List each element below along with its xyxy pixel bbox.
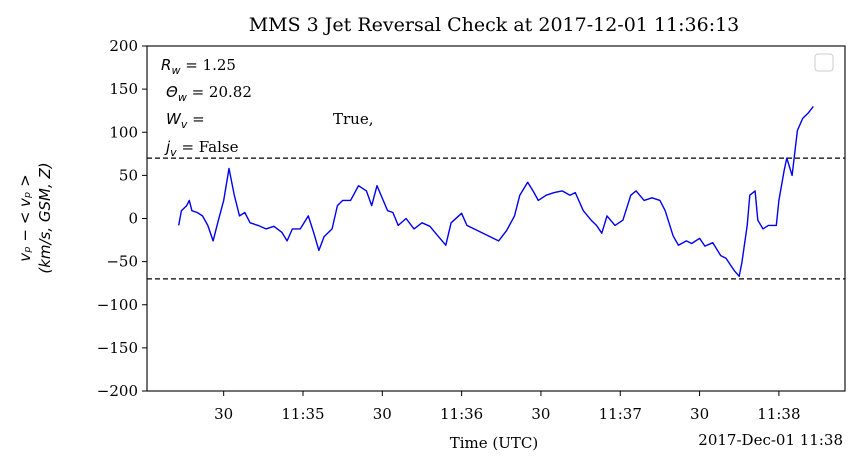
- annotation-text: =: [187, 110, 204, 128]
- x-tick-label: 11:38: [757, 405, 800, 423]
- y-tick-label: 150: [109, 80, 138, 98]
- x-tick-label: 30: [373, 405, 392, 423]
- plot-frame: [146, 45, 846, 392]
- annotation-subscript: v: [181, 118, 188, 131]
- annotation-line: Wv =: [166, 110, 205, 131]
- annotation-text: = False: [177, 138, 239, 156]
- legend-box: [814, 53, 834, 72]
- annotation-symbol: R: [161, 56, 171, 74]
- y-axis-label: vₚ − < vₚ > (km/s, GSM, Z): [16, 162, 54, 273]
- y-tick-label: 200: [109, 37, 138, 55]
- annotation-symbol: Θ: [166, 83, 178, 101]
- annotation-symbol: j: [164, 138, 171, 156]
- annotation-line: Θw = 20.82: [166, 83, 252, 104]
- x-tick-label: 30: [690, 405, 709, 423]
- data-line: [178, 105, 814, 277]
- annotation-text: = 20.82: [187, 83, 252, 101]
- annotation-line: Rw = 1.25: [161, 56, 236, 77]
- y-tick-label: 100: [109, 123, 138, 141]
- x-tick-label: 30: [531, 405, 550, 423]
- y-tick-label: −200: [97, 382, 138, 400]
- y-tick-label: −100: [97, 296, 138, 314]
- y-tick-label: −150: [97, 339, 138, 357]
- y-label-line: (km/s, GSM, Z): [36, 162, 54, 273]
- x-tick-label: 11:36: [440, 405, 483, 423]
- annotation-subscript: w: [171, 64, 180, 77]
- chart-title: MMS 3 Jet Reversal Check at 2017-12-01 1…: [249, 14, 740, 36]
- x-tick-label: 11:37: [599, 405, 642, 423]
- y-label-line: vₚ − < vₚ >: [16, 174, 34, 261]
- annotation-subscript: v: [170, 146, 177, 159]
- y-tick-label: 50: [119, 166, 138, 184]
- annotation-value: True,: [333, 110, 373, 128]
- x-offset-label: 2017-Dec-01 11:38: [698, 431, 843, 449]
- annotation-text: = 1.25: [180, 56, 236, 74]
- annotation-line: jv = False: [164, 138, 239, 159]
- annotation-subscript: w: [178, 91, 187, 104]
- x-tick-label: 11:35: [281, 405, 324, 423]
- y-tick-label: 0: [128, 210, 138, 228]
- y-tick-label: −50: [106, 253, 138, 271]
- annotation-symbol: W: [166, 110, 182, 128]
- x-tick-label: 30: [214, 405, 233, 423]
- x-axis-label: Time (UTC): [450, 434, 539, 452]
